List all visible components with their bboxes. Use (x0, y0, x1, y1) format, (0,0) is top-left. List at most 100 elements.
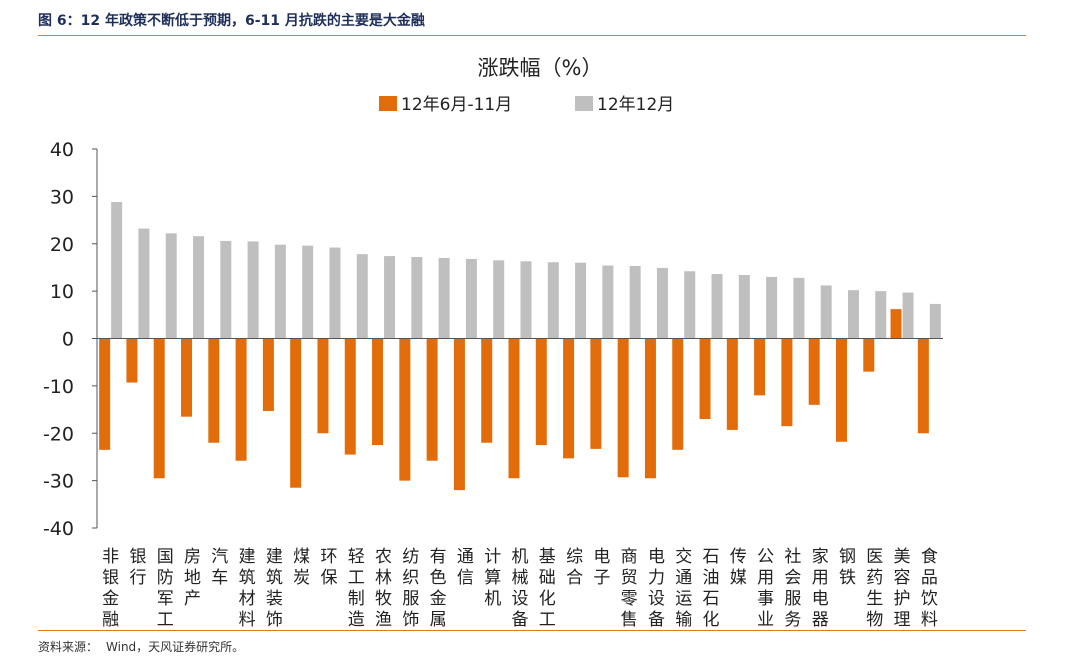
x-category-label: 通信 (457, 547, 474, 588)
bar-series-1 (781, 338, 793, 427)
x-category-label: 交通运输 (675, 547, 692, 630)
bar-series-2 (929, 303, 941, 339)
bar-series-1 (99, 338, 111, 450)
figure-title: 图 6：12 年政策不断低于预期，6-11 月抗跌的主要是大金融 (38, 13, 425, 29)
x-category-label: 房地产 (184, 547, 201, 609)
bar-series-1 (590, 338, 602, 449)
bar-series-2 (138, 228, 150, 339)
x-category-label: 轻工制造 (348, 547, 365, 630)
bar-series-2 (847, 290, 859, 339)
bar-series-1 (481, 338, 493, 443)
x-category-label: 公用事业 (757, 547, 774, 630)
y-tick-label: 10 (50, 281, 74, 303)
x-category-label: 国防军工 (157, 547, 174, 630)
bar-series-1 (208, 338, 220, 443)
y-tick-label: 40 (50, 139, 74, 161)
y-tick-label: 0 (62, 329, 74, 351)
bar-series-2 (411, 257, 423, 339)
x-category-label: 医药生物 (866, 547, 883, 630)
bar-series-1 (317, 338, 329, 434)
bar-series-1 (672, 338, 684, 450)
x-category-label: 计算机 (484, 547, 501, 609)
bar-series-1 (372, 338, 384, 446)
bar-series-1 (754, 338, 766, 396)
y-tick-label: -40 (43, 518, 74, 540)
x-category-label: 社会服务 (784, 547, 801, 630)
bar-series-2 (602, 265, 614, 339)
bar-series-1 (399, 338, 411, 481)
bar-series-1 (508, 338, 520, 479)
bottom-divider (38, 630, 1026, 631)
x-category-label: 美容护理 (894, 547, 911, 630)
bar-series-2 (193, 236, 205, 339)
bar-series-1 (863, 338, 875, 372)
bar-series-2 (738, 275, 750, 339)
bar-series-1 (235, 338, 247, 461)
x-category-label: 建筑材料 (239, 547, 256, 630)
top-divider (38, 35, 1026, 36)
y-tick-label: -10 (43, 376, 74, 398)
bar-series-1 (262, 338, 274, 411)
bar-series-1 (153, 338, 165, 479)
bar-series-2 (547, 262, 559, 339)
bar-series-2 (902, 292, 914, 339)
bar-series-1 (563, 338, 575, 459)
x-category-label: 石油石化 (703, 547, 720, 630)
bar-series-2 (875, 291, 887, 339)
bar-series-1 (344, 338, 356, 455)
bar-series-1 (726, 338, 738, 430)
x-category-label: 环保 (320, 547, 337, 588)
bar-series-2 (274, 244, 286, 339)
bar-series-2 (793, 277, 805, 339)
bar-series-2 (465, 258, 477, 339)
x-category-label: 综合 (566, 547, 583, 588)
x-category-label: 家用电器 (812, 547, 829, 630)
bar-series-1 (453, 338, 465, 491)
bar-series-2 (656, 267, 668, 339)
legend-label-series-2: 12年12月 (597, 95, 674, 115)
chart-title: 涨跌幅（%） (478, 56, 603, 80)
x-category-label: 基础化工 (539, 547, 556, 630)
legend-swatch-series-2 (575, 96, 593, 111)
x-category-label: 商贸零售 (621, 547, 638, 630)
legend: 12年6月-11月 12年12月 (379, 95, 674, 115)
x-category-label: 非银金融 (102, 547, 119, 630)
y-tick-label: 30 (50, 186, 74, 208)
bar-series-1 (835, 338, 847, 442)
x-category-label: 电子 (593, 547, 610, 588)
bar-series-2 (575, 262, 587, 339)
x-category-label: 建筑装饰 (266, 547, 283, 630)
x-category-label: 纺织服饰 (402, 547, 419, 630)
bar-series-1 (644, 338, 656, 479)
bar-series-2 (329, 247, 341, 339)
y-tick-label: 20 (50, 234, 74, 256)
x-category-label: 钢铁 (839, 547, 856, 588)
bar-series-1 (699, 338, 711, 420)
bar-series-1 (617, 338, 629, 478)
bar-series-2 (820, 285, 832, 339)
bar-series-2 (520, 261, 532, 339)
bar-series-1 (126, 338, 138, 383)
bar-series-1 (917, 338, 929, 434)
bar-series-1 (290, 338, 302, 488)
bar-series-1 (808, 338, 820, 405)
bar-series-2 (356, 254, 368, 339)
x-category-label: 农林牧渔 (375, 547, 392, 630)
bar-series-1 (535, 338, 547, 446)
x-category-label: 有色金属 (430, 547, 447, 630)
legend-label-series-1: 12年6月-11月 (401, 95, 512, 115)
bar-series-2 (247, 241, 259, 339)
x-category-label: 汽车 (211, 547, 228, 588)
bars (99, 202, 941, 491)
x-category-label: 银行 (129, 547, 146, 588)
source-note: 资料来源： Wind，天风证券研究所。 (38, 638, 244, 655)
x-category-label: 传媒 (730, 547, 747, 588)
x-category-label: 食品饮料 (921, 547, 938, 630)
y-tick-label: -20 (43, 423, 74, 445)
y-axis-ticks: 40 30 20 10 0 -10 -20 -30 -40 (43, 139, 97, 540)
bar-series-2 (220, 240, 232, 339)
source-label: 资料来源： (38, 640, 99, 654)
legend-swatch-series-1 (379, 96, 397, 111)
bar-series-2 (438, 257, 450, 339)
